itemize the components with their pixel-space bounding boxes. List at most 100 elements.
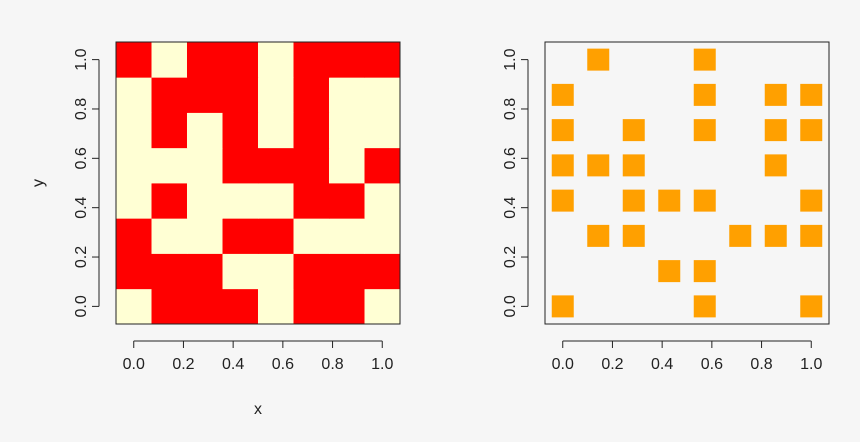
heatmap-cell bbox=[328, 112, 365, 149]
heatmap-axes: 0.0 0.2 0.4 0.6 0.8 1.0 0.0 0.2 0.4 0.6 0.8 1.0 bbox=[73, 48, 393, 373]
heatmap-cell bbox=[151, 41, 188, 78]
heatmap-cell bbox=[115, 218, 152, 254]
heatmap-cell bbox=[293, 288, 330, 325]
scatter-point bbox=[800, 295, 823, 318]
heatmap-cells bbox=[115, 41, 401, 325]
heatmap-cell bbox=[151, 218, 188, 254]
heatmap-x-tick-label: 0.0 bbox=[123, 356, 145, 373]
heatmap-cell bbox=[151, 147, 188, 184]
heatmap-cell bbox=[222, 41, 259, 78]
heatmap-cell bbox=[364, 182, 401, 219]
heatmap-cell bbox=[151, 77, 188, 113]
heatmap-cell bbox=[151, 182, 188, 219]
scatter-point bbox=[693, 260, 716, 283]
scatter-point bbox=[800, 224, 823, 247]
heatmap-cell bbox=[364, 77, 401, 113]
scatter-point bbox=[622, 224, 645, 247]
scatter-point bbox=[764, 83, 787, 106]
heatmap-x-tick-label: 0.8 bbox=[321, 356, 343, 373]
heatmap-cell bbox=[115, 41, 152, 78]
heatmap-cell bbox=[364, 147, 401, 184]
scatter-plot-frame bbox=[544, 41, 830, 325]
heatmap-cell bbox=[186, 182, 223, 219]
heatmap-y-tick-label: 0.0 bbox=[73, 295, 90, 317]
heatmap-cell bbox=[222, 77, 259, 113]
heatmap-cell bbox=[151, 288, 188, 325]
scatter-y-tick-label: 1.0 bbox=[502, 48, 519, 70]
scatter-y-tick-label: 0.4 bbox=[502, 196, 519, 218]
heatmap-cell bbox=[328, 288, 365, 325]
scatter-point bbox=[658, 189, 681, 212]
scatter-x-tick-label: 1.0 bbox=[800, 356, 822, 373]
scatter-point bbox=[800, 83, 823, 106]
scatter-point bbox=[658, 260, 681, 283]
heatmap-y-axis-label: y bbox=[30, 179, 47, 187]
heatmap-y-tick-label: 0.2 bbox=[73, 246, 90, 268]
scatter-point bbox=[622, 154, 645, 177]
heatmap-cell bbox=[186, 218, 223, 254]
scatter-points bbox=[551, 48, 823, 318]
heatmap-cell bbox=[364, 253, 401, 290]
heatmap-cell bbox=[115, 182, 152, 219]
heatmap-cell bbox=[222, 182, 259, 219]
scatter-y-tick-label: 0.0 bbox=[502, 295, 519, 317]
heatmap-y-tick-label: 0.4 bbox=[73, 196, 90, 218]
heatmap-cell bbox=[257, 41, 294, 78]
heatmap-cell bbox=[115, 77, 152, 113]
heatmap-cell bbox=[293, 112, 330, 149]
heatmap-y-tick-label: 0.8 bbox=[73, 98, 90, 120]
scatter-x-tick-label: 0.4 bbox=[651, 356, 673, 373]
heatmap-cell bbox=[328, 218, 365, 254]
heatmap-cell bbox=[293, 147, 330, 184]
scatter-point bbox=[693, 119, 716, 142]
heatmap-cell bbox=[115, 253, 152, 290]
heatmap-cell bbox=[328, 77, 365, 113]
heatmap-cell bbox=[257, 253, 294, 290]
heatmap-x-tick-label: 0.6 bbox=[272, 356, 294, 373]
scatter-point bbox=[587, 224, 610, 247]
heatmap-x-tick-label: 0.2 bbox=[172, 356, 194, 373]
heatmap-cell bbox=[328, 41, 365, 78]
heatmap-cell bbox=[293, 41, 330, 78]
heatmap-cell bbox=[364, 288, 401, 325]
heatmap-cell bbox=[364, 218, 401, 254]
heatmap-cell bbox=[186, 112, 223, 149]
heatmap-cell bbox=[364, 41, 401, 78]
scatter-point bbox=[622, 189, 645, 212]
scatter-point bbox=[693, 189, 716, 212]
heatmap-cell bbox=[257, 112, 294, 149]
heatmap-panel: 0.0 0.2 0.4 0.6 0.8 1.0 0.0 0.2 0.4 0.6 0.8 1.0 x y bbox=[30, 41, 401, 418]
heatmap-cell bbox=[328, 253, 365, 290]
scatter-point bbox=[764, 154, 787, 177]
scatter-x-tick-label: 0.8 bbox=[750, 356, 772, 373]
heatmap-cell bbox=[115, 288, 152, 325]
heatmap-cell bbox=[115, 112, 152, 149]
scatter-point bbox=[551, 119, 574, 142]
heatmap-x-tick-label: 1.0 bbox=[371, 356, 393, 373]
heatmap-cell bbox=[257, 218, 294, 254]
heatmap-plot-frame bbox=[115, 41, 401, 325]
scatter-point bbox=[551, 154, 574, 177]
scatter-x-tick-label: 0.0 bbox=[552, 356, 574, 373]
scatter-point bbox=[764, 224, 787, 247]
heatmap-cell bbox=[115, 147, 152, 184]
scatter-y-tick-label: 0.6 bbox=[502, 147, 519, 169]
heatmap-cell bbox=[222, 218, 259, 254]
heatmap-cell bbox=[186, 77, 223, 113]
scatter-point bbox=[587, 48, 610, 71]
heatmap-cell bbox=[222, 288, 259, 325]
scatter-point bbox=[693, 83, 716, 106]
scatter-x-tick-label: 0.6 bbox=[701, 356, 723, 373]
heatmap-cell bbox=[293, 253, 330, 290]
scatter-panel: 0.0 0.2 0.4 0.6 0.8 1.0 0.0 0.2 0.4 0.6 0.8 1.0 bbox=[502, 41, 830, 373]
heatmap-cell bbox=[328, 182, 365, 219]
heatmap-cell bbox=[257, 147, 294, 184]
heatmap-cell bbox=[257, 288, 294, 325]
heatmap-cell bbox=[364, 112, 401, 149]
scatter-point bbox=[587, 154, 610, 177]
scatter-axes: 0.0 0.2 0.4 0.6 0.8 1.0 0.0 0.2 0.4 0.6 0.8 1.0 bbox=[502, 48, 822, 373]
heatmap-cell bbox=[151, 112, 188, 149]
heatmap-cell bbox=[186, 253, 223, 290]
heatmap-cell bbox=[328, 147, 365, 184]
scatter-point bbox=[551, 295, 574, 318]
